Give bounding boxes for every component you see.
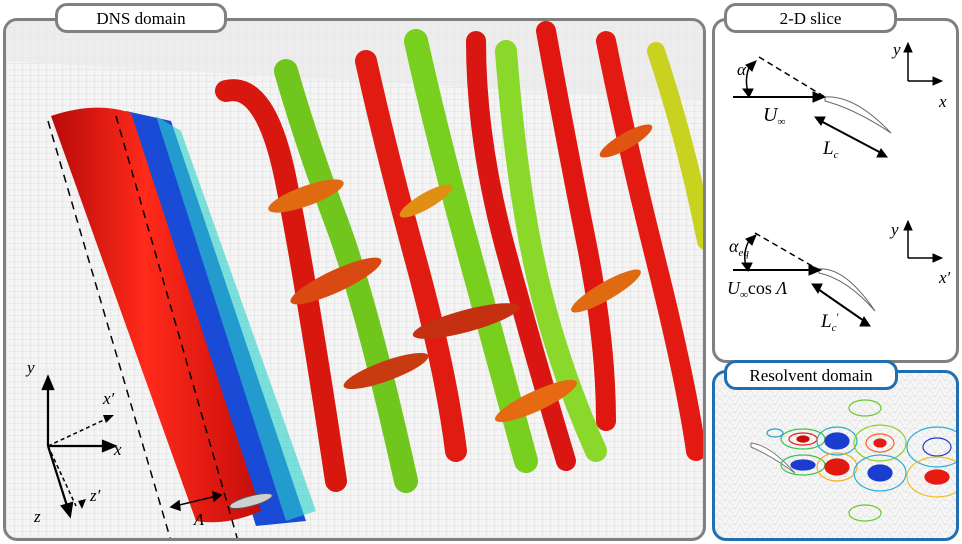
slice-title: 2-D slice (724, 3, 897, 33)
axis-y-label: y (27, 358, 35, 377)
slice-panel: α U∞ Lc y x αeq U∞cos Λ Lc′ y x′ (712, 18, 959, 363)
resolvent-panel (712, 370, 959, 541)
chord-prime-label: Lc′ (821, 310, 840, 334)
slice-y-label: y (893, 40, 901, 59)
resolvent-title: Resolvent domain (724, 360, 898, 390)
axis-z-label: z (34, 507, 41, 526)
chord-label: Lc (823, 138, 839, 161)
resolvent-airfoil (750, 442, 796, 474)
u-inf-label: U∞ (763, 104, 786, 128)
leading-edge-vortex (51, 107, 261, 523)
u-cos-label: U∞cos Λ (727, 278, 788, 301)
slice-x-label: x (939, 92, 947, 111)
slice-y2-label: y (891, 220, 899, 239)
sweep-angle-label: Λ (194, 510, 205, 529)
axis-xprime-label: x′ (103, 389, 115, 408)
sweep-arrow (169, 490, 223, 512)
axis-zprime-label: z′ (90, 486, 101, 505)
alpha-eq-label: αeq (729, 236, 749, 259)
dns-visualization (6, 21, 703, 538)
alpha-label: α (737, 60, 746, 79)
axis-x-label: x (114, 440, 122, 459)
coordinate-triad (41, 374, 118, 519)
dns-panel: y x′ x z z′ Λ (3, 18, 706, 541)
dns-domain-title: DNS domain (55, 3, 227, 33)
slice-xprime-label: x′ (939, 268, 951, 287)
slice-schematic (733, 41, 944, 327)
resolvent-contours (715, 373, 956, 538)
vortex-tubes (215, 21, 703, 493)
